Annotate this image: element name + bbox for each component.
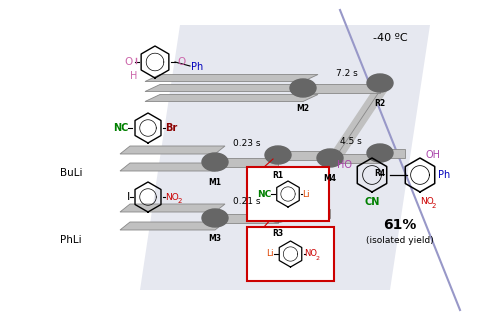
Ellipse shape bbox=[202, 153, 228, 171]
Text: Ph: Ph bbox=[191, 62, 203, 72]
Text: M4: M4 bbox=[324, 174, 336, 183]
Polygon shape bbox=[278, 150, 330, 159]
Text: BuLi: BuLi bbox=[60, 168, 83, 178]
Polygon shape bbox=[380, 148, 405, 157]
Text: 2: 2 bbox=[315, 255, 320, 260]
Text: Br: Br bbox=[165, 123, 177, 133]
Polygon shape bbox=[303, 84, 380, 92]
Text: 0.23 s: 0.23 s bbox=[233, 139, 260, 148]
Text: 2: 2 bbox=[178, 198, 182, 204]
Polygon shape bbox=[120, 146, 225, 154]
Ellipse shape bbox=[290, 79, 316, 97]
Text: 61%: 61% bbox=[384, 218, 417, 232]
Text: H: H bbox=[130, 71, 138, 81]
Text: 7.2 s: 7.2 s bbox=[336, 69, 358, 78]
Ellipse shape bbox=[202, 209, 228, 227]
FancyBboxPatch shape bbox=[247, 227, 334, 281]
Text: M2: M2 bbox=[297, 104, 310, 113]
Text: Ph: Ph bbox=[438, 170, 450, 180]
Text: O: O bbox=[177, 57, 185, 67]
Polygon shape bbox=[140, 25, 430, 290]
Text: CN: CN bbox=[364, 197, 380, 207]
FancyBboxPatch shape bbox=[247, 167, 329, 221]
Text: R4: R4 bbox=[374, 169, 385, 178]
Text: NC: NC bbox=[257, 189, 271, 198]
Text: Li: Li bbox=[266, 250, 274, 259]
Polygon shape bbox=[145, 94, 318, 101]
Polygon shape bbox=[215, 157, 278, 166]
Text: PhLi: PhLi bbox=[60, 235, 82, 245]
Text: NO: NO bbox=[420, 197, 434, 206]
Text: NO: NO bbox=[165, 193, 179, 202]
Ellipse shape bbox=[367, 144, 393, 162]
Text: 4.5 s: 4.5 s bbox=[340, 137, 362, 146]
Ellipse shape bbox=[317, 149, 343, 167]
Polygon shape bbox=[120, 204, 225, 212]
Text: R2: R2 bbox=[374, 99, 385, 108]
Text: O: O bbox=[125, 57, 133, 67]
Text: NC: NC bbox=[113, 123, 128, 133]
Polygon shape bbox=[120, 222, 225, 230]
Polygon shape bbox=[215, 213, 278, 222]
Text: (isolated yield): (isolated yield) bbox=[366, 236, 434, 244]
Text: 0.21 s: 0.21 s bbox=[233, 197, 260, 206]
Text: M1: M1 bbox=[208, 178, 221, 187]
Ellipse shape bbox=[265, 146, 291, 164]
Text: -40 ºC: -40 ºC bbox=[372, 33, 408, 43]
Text: Li: Li bbox=[302, 189, 310, 198]
Text: R1: R1 bbox=[273, 171, 284, 180]
Polygon shape bbox=[330, 154, 380, 163]
Text: OH: OH bbox=[425, 150, 440, 160]
Text: I: I bbox=[127, 192, 130, 202]
Polygon shape bbox=[145, 75, 318, 82]
Ellipse shape bbox=[367, 74, 393, 92]
Text: M3: M3 bbox=[208, 234, 221, 243]
Text: 2: 2 bbox=[432, 203, 436, 209]
Text: NO: NO bbox=[304, 250, 317, 259]
Text: R3: R3 bbox=[273, 229, 284, 238]
Ellipse shape bbox=[265, 204, 291, 222]
Text: HO: HO bbox=[337, 160, 352, 170]
Polygon shape bbox=[278, 209, 330, 218]
Polygon shape bbox=[120, 163, 225, 171]
Polygon shape bbox=[145, 84, 318, 92]
